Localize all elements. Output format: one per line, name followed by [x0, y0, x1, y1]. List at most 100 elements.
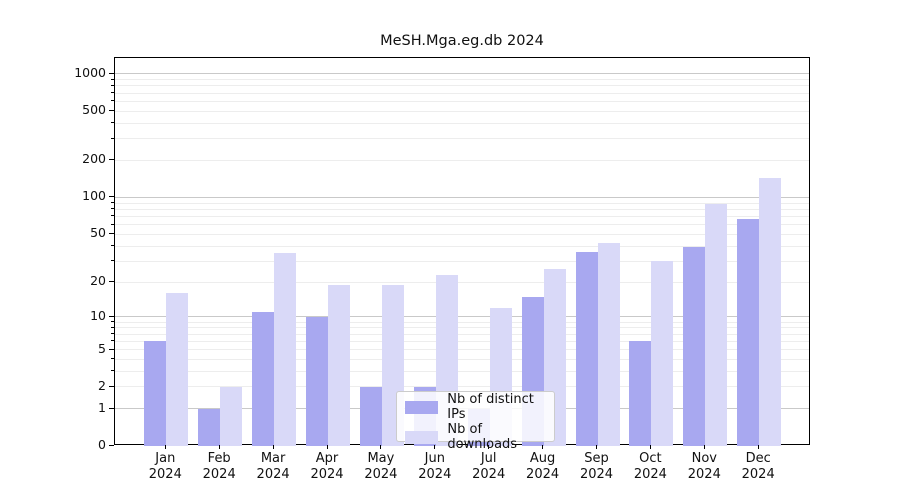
y-minor-tick-mark	[111, 245, 114, 246]
legend-label-distinct-ips: Nb of distinct IPs	[447, 392, 534, 422]
minor-gridline	[115, 281, 809, 283]
x-tick-mark	[164, 445, 166, 449]
bar-ips-jan	[144, 341, 167, 446]
x-tick-label-feb: Feb 2024	[191, 451, 247, 483]
bar-ips-may	[359, 386, 382, 446]
x-tick-label-jan: Jan 2024	[137, 451, 193, 483]
minor-gridline	[115, 327, 809, 329]
legend-item-distinct-ips: Nb of distinct IPs	[405, 392, 554, 422]
month-label: Feb	[207, 451, 231, 466]
minor-gridline	[115, 233, 809, 235]
x-tick-mark	[703, 445, 705, 449]
minor-gridline	[115, 100, 809, 102]
y-minor-tick-mark	[111, 110, 114, 112]
major-gridline	[115, 316, 809, 318]
minor-gridline	[115, 202, 809, 204]
x-tick-mark	[326, 445, 328, 449]
y-minor-tick-mark	[111, 385, 114, 387]
y-tick-mark	[109, 445, 114, 446]
y-minor-tick-mark	[111, 321, 114, 322]
y-tick-label: 5	[98, 340, 106, 356]
y-minor-tick-mark	[111, 78, 114, 80]
year-label: 2024	[364, 467, 398, 482]
legend-swatch-distinct-ips	[405, 400, 439, 414]
x-tick-label-jun: Jun 2024	[407, 451, 463, 483]
month-label: Dec	[745, 451, 771, 466]
x-tick-mark	[380, 445, 382, 449]
year-label: 2024	[741, 467, 775, 482]
bar-ips-sep	[575, 251, 598, 446]
bar-downloads-mar	[274, 253, 297, 446]
bar-downloads-jan	[166, 293, 189, 446]
y-tick-label: 20	[90, 273, 106, 289]
month-label: Sep	[584, 451, 609, 466]
month-label: Jun	[424, 451, 445, 466]
minor-gridline	[115, 224, 809, 226]
minor-gridline	[115, 370, 809, 372]
x-tick-label-oct: Oct 2024	[622, 451, 678, 483]
minor-gridline	[115, 386, 809, 388]
year-label: 2024	[310, 467, 344, 482]
year-label: 2024	[148, 467, 182, 482]
plot-area	[114, 57, 810, 446]
x-tick-label-mar: Mar 2024	[245, 451, 301, 483]
y-minor-tick-mark	[111, 358, 114, 360]
bar-downloads-apr	[328, 284, 350, 446]
y-minor-tick-mark	[111, 260, 114, 262]
y-minor-tick-mark	[111, 84, 114, 86]
year-label: 2024	[687, 467, 721, 482]
x-tick-mark	[488, 445, 490, 449]
y-minor-tick-mark	[111, 92, 114, 94]
x-tick-label-may: May 2024	[353, 451, 409, 483]
y-tick-mark	[109, 196, 114, 198]
month-label: Aug	[529, 451, 556, 466]
y-minor-tick-mark	[111, 202, 114, 204]
minor-gridline	[115, 260, 809, 262]
bar-ips-dec	[737, 218, 760, 446]
major-gridline	[115, 73, 809, 75]
bar-downloads-feb	[220, 386, 243, 446]
minor-gridline	[115, 122, 809, 124]
y-minor-tick-mark	[111, 370, 114, 372]
bar-ips-oct	[629, 341, 652, 446]
year-label: 2024	[202, 467, 236, 482]
minor-gridline	[115, 333, 809, 335]
y-minor-tick-mark	[111, 208, 114, 210]
y-tick-label: 50	[90, 225, 106, 241]
year-label: 2024	[472, 467, 506, 482]
bar-ips-mar	[252, 312, 275, 446]
y-minor-tick-mark	[111, 215, 114, 217]
y-minor-tick-mark	[111, 100, 114, 102]
minor-gridline	[115, 85, 809, 87]
bar-ips-nov	[683, 247, 706, 446]
x-tick-mark	[218, 445, 220, 449]
bar-downloads-oct	[651, 261, 674, 446]
month-label: Jan	[155, 451, 176, 466]
month-label: Mar	[260, 451, 286, 466]
y-tick-mark	[109, 72, 114, 74]
legend: Nb of distinct IPs Nb of downloads	[396, 391, 555, 452]
minor-gridline	[115, 79, 809, 81]
y-minor-tick-mark	[111, 281, 114, 283]
x-tick-mark	[649, 445, 651, 449]
minor-gridline	[115, 215, 809, 217]
x-tick-mark	[757, 445, 759, 449]
y-tick-mark	[109, 407, 114, 409]
y-tick-label: 2	[98, 377, 106, 393]
grid-layer	[115, 58, 809, 444]
x-tick-label-jul: Jul 2024	[461, 451, 517, 483]
y-minor-tick-mark	[111, 348, 114, 350]
y-tick-label: 1	[98, 399, 106, 415]
bar-downloads-nov	[705, 204, 728, 446]
minor-gridline	[115, 110, 809, 112]
minor-gridline	[115, 159, 809, 161]
y-minor-tick-mark	[111, 137, 114, 139]
legend-label-downloads: Nb of downloads	[447, 422, 518, 452]
month-label: Apr	[315, 451, 339, 466]
minor-gridline	[115, 358, 809, 360]
year-label: 2024	[633, 467, 667, 482]
y-minor-tick-mark	[111, 223, 114, 225]
month-label: Jul	[480, 451, 497, 466]
legend-item-downloads: Nb of downloads	[405, 422, 554, 452]
x-tick-label-aug: Aug 2024	[515, 451, 571, 483]
